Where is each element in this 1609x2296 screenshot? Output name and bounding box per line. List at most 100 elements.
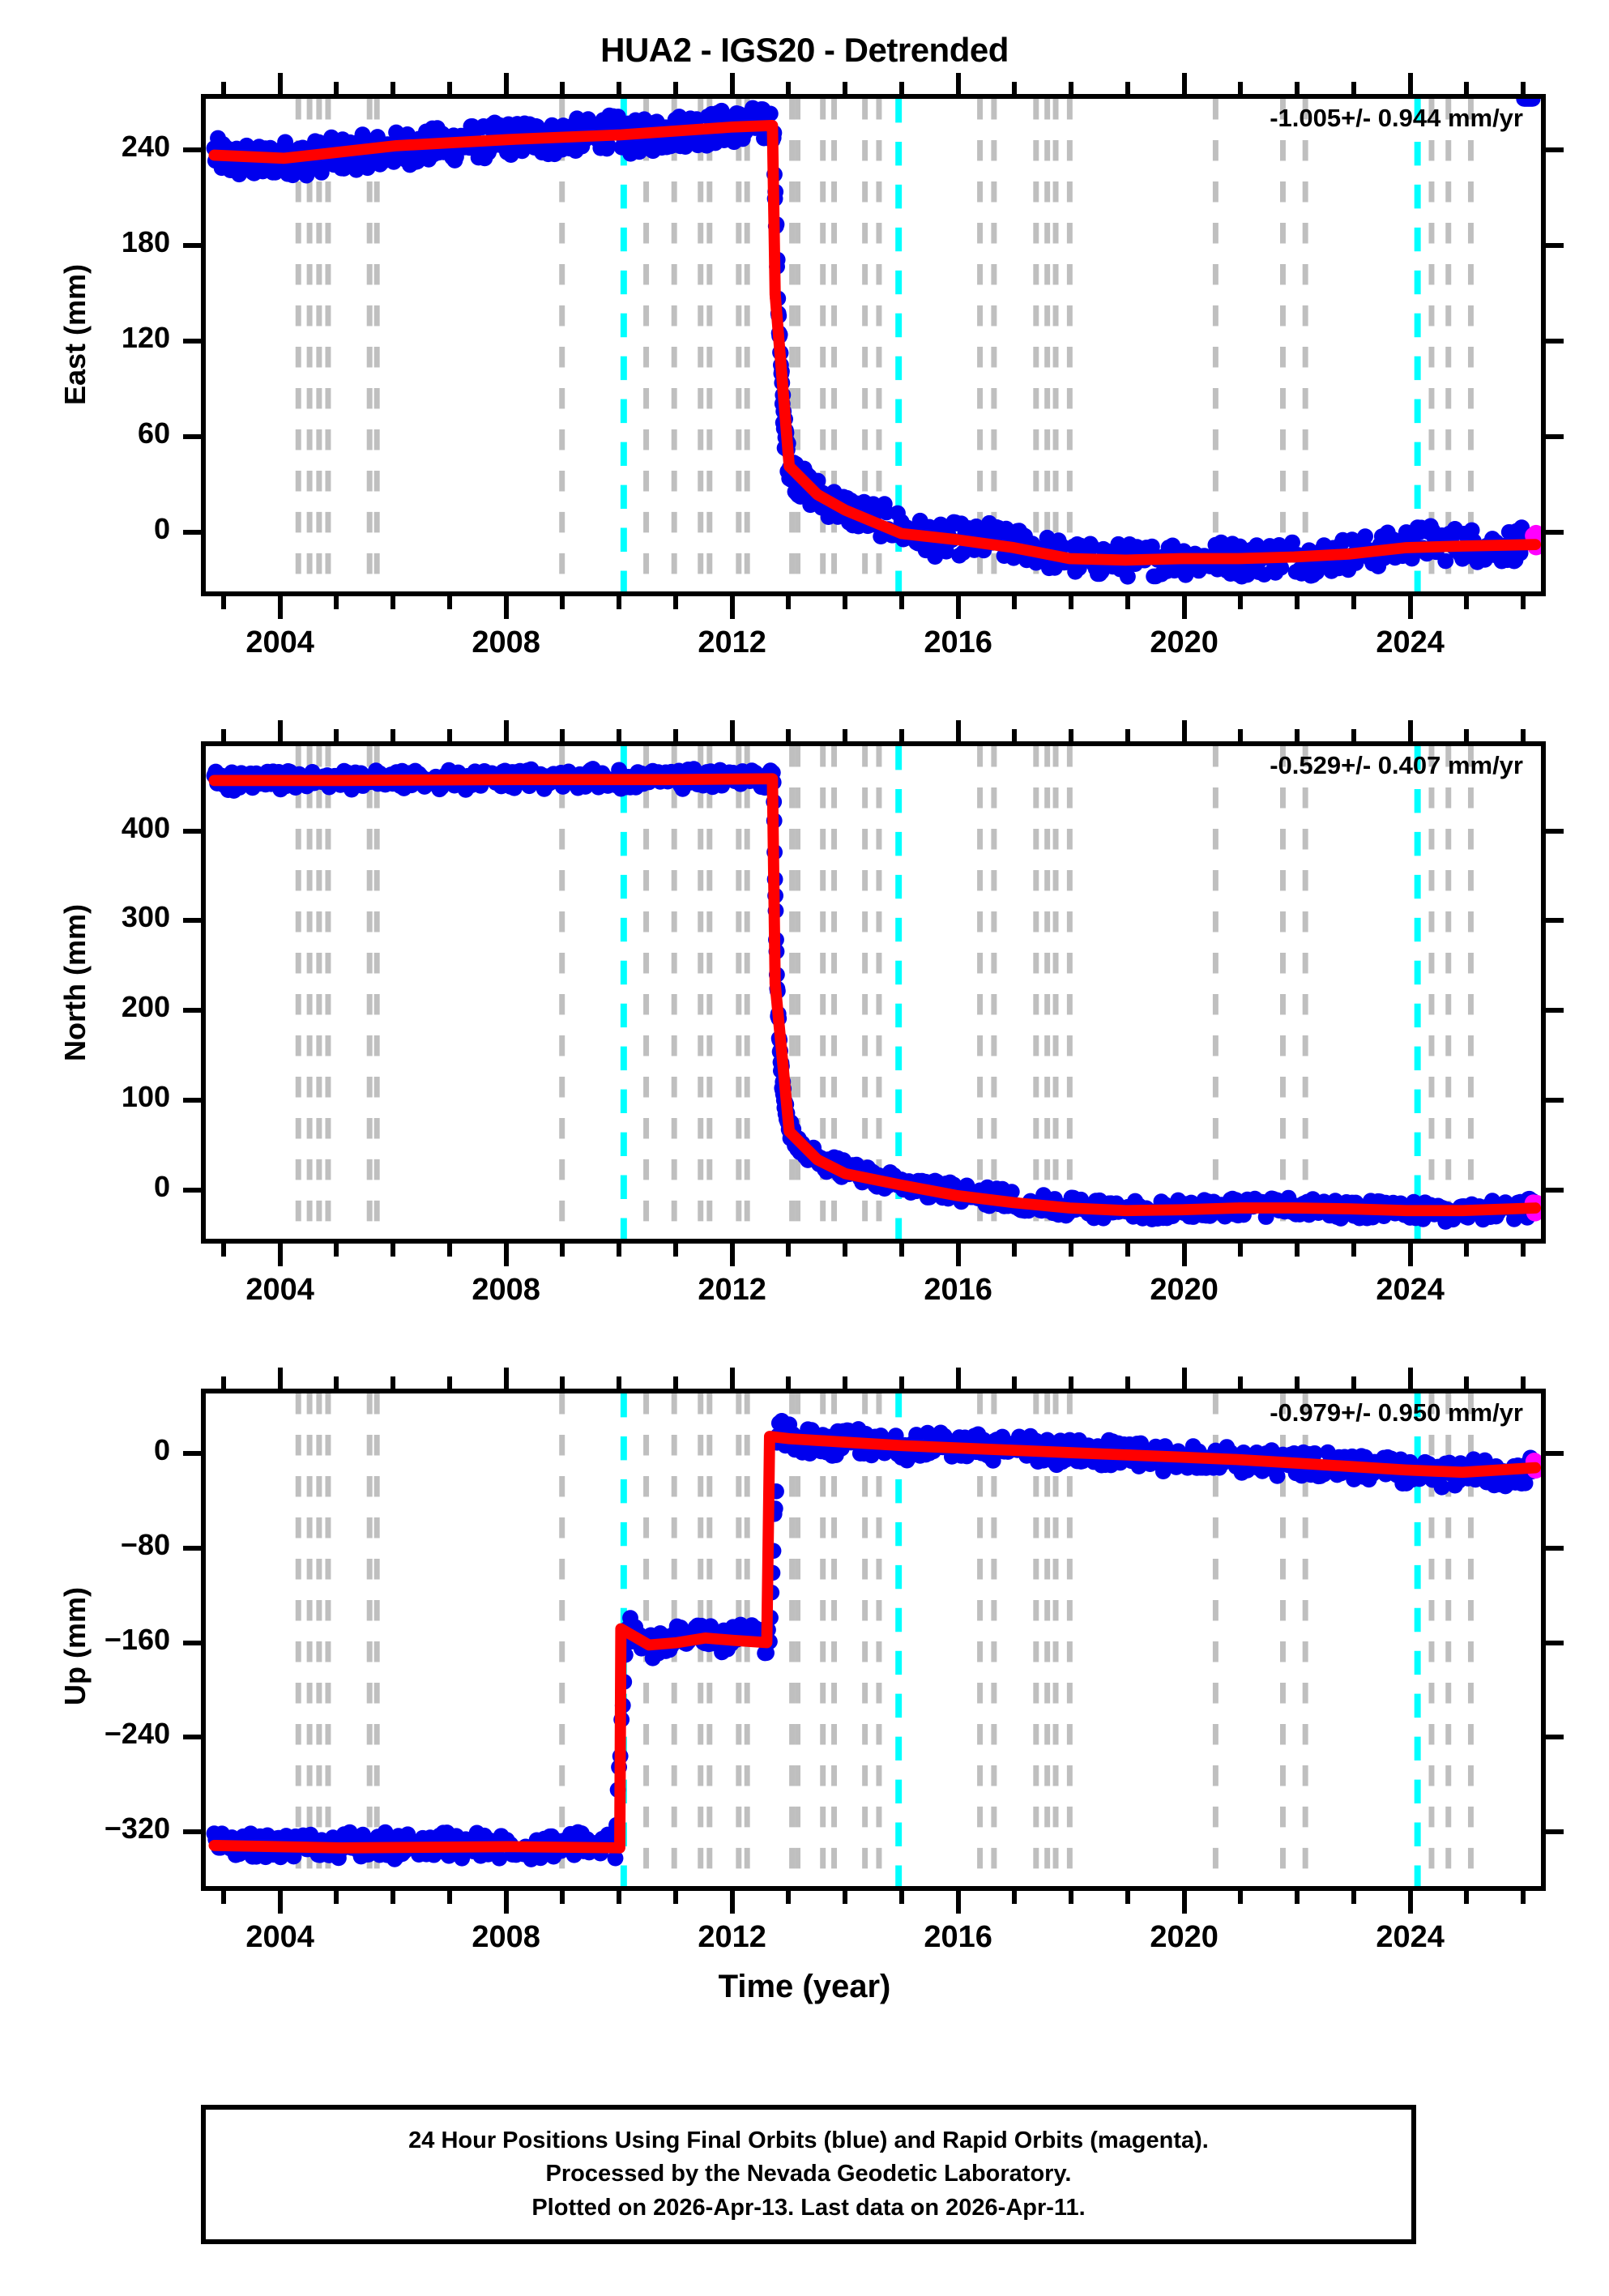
y-tick-mark-right — [1546, 828, 1564, 834]
x-tick-mark-top — [503, 1368, 509, 1389]
x-tick-mark-minor — [1351, 1891, 1356, 1904]
x-tick-mark-top — [843, 1376, 848, 1389]
x-tick-mark-top — [729, 1368, 735, 1389]
y-tick-mark-right — [1546, 1187, 1564, 1193]
y-tick-label: 60 — [137, 416, 170, 450]
x-tick-label: 2024 — [1376, 1920, 1445, 1954]
x-tick-mark-top — [617, 1376, 622, 1389]
x-tick-mark-top — [1295, 729, 1300, 741]
y-tick-mark-right — [1546, 918, 1564, 924]
y-tick-mark — [183, 242, 201, 248]
x-tick-mark-major — [729, 1891, 735, 1914]
x-tick-mark-minor — [220, 1891, 226, 1904]
x-tick-mark-major — [277, 1244, 283, 1266]
x-tick-mark-top — [1407, 720, 1413, 741]
rate-annotation-north: -0.529+/- 0.407 mm/yr — [1270, 751, 1523, 779]
x-tick-mark-top — [334, 729, 339, 741]
x-tick-mark-major — [955, 596, 961, 619]
x-tick-mark-minor — [617, 1891, 622, 1904]
x-tick-mark-major — [503, 1891, 509, 1914]
x-tick-mark-major — [1181, 596, 1187, 619]
x-tick-mark-minor — [446, 1891, 452, 1904]
x-tick-mark-minor — [1521, 1891, 1526, 1904]
y-tick-label: 0 — [153, 1169, 170, 1203]
y-tick-mark-right — [1546, 530, 1564, 536]
x-tick-mark-top — [1012, 729, 1018, 741]
x-tick-mark-top — [898, 82, 904, 94]
y-tick-label: −240 — [104, 1717, 170, 1751]
x-tick-label: 2020 — [1150, 625, 1218, 659]
plot-area-up[interactable] — [201, 1389, 1546, 1891]
x-tick-mark-minor — [446, 596, 452, 609]
x-tick-label: 2008 — [472, 1920, 540, 1954]
x-tick-mark-minor — [1069, 1891, 1074, 1904]
x-tick-mark-top — [786, 1376, 792, 1389]
x-tick-mark-top — [1125, 1376, 1130, 1389]
x-tick-mark-top — [1012, 1376, 1018, 1389]
y-tick-mark-right — [1546, 147, 1564, 152]
x-tick-mark-top — [220, 1376, 226, 1389]
x-tick-label: 2004 — [245, 625, 314, 659]
y-tick-label: 300 — [121, 900, 170, 934]
x-tick-mark-minor — [617, 1244, 622, 1257]
page-title: HUA2 - IGS20 - Detrended — [600, 31, 1009, 69]
x-tick-mark-minor — [898, 1891, 904, 1904]
x-tick-label: 2012 — [698, 1920, 766, 1954]
x-tick-mark-top — [843, 729, 848, 741]
x-tick-mark-minor — [843, 1244, 848, 1257]
x-tick-mark-top — [1464, 82, 1470, 94]
x-tick-mark-top — [672, 729, 678, 741]
x-tick-mark-minor — [672, 1891, 678, 1904]
x-tick-mark-minor — [1464, 1891, 1470, 1904]
x-tick-mark-top — [1351, 1376, 1356, 1389]
x-tick-mark-top — [955, 720, 961, 741]
x-tick-mark-major — [955, 1891, 961, 1914]
x-tick-mark-minor — [672, 1244, 678, 1257]
x-tick-mark-top — [1464, 729, 1470, 741]
x-tick-mark-top — [391, 82, 396, 94]
x-tick-mark-top — [1012, 82, 1018, 94]
y-tick-label: −160 — [104, 1622, 170, 1656]
y-tick-label: 100 — [121, 1079, 170, 1113]
x-tick-mark-minor — [898, 596, 904, 609]
x-tick-mark-major — [1181, 1244, 1187, 1266]
x-tick-mark-minor — [1238, 596, 1244, 609]
x-tick-label: 2020 — [1150, 1273, 1218, 1307]
plot-canvas-east — [206, 99, 1541, 591]
x-tick-mark-minor — [391, 596, 396, 609]
x-tick-label: 2012 — [698, 1273, 766, 1307]
y-tick-label: −80 — [120, 1527, 170, 1561]
y-tick-mark-right — [1546, 1451, 1564, 1457]
x-tick-mark-top — [672, 1376, 678, 1389]
x-tick-mark-top — [1521, 729, 1526, 741]
x-tick-mark-minor — [1521, 596, 1526, 609]
x-tick-mark-minor — [1069, 596, 1074, 609]
x-tick-label: 2020 — [1150, 1920, 1218, 1954]
y-tick-label: 240 — [121, 129, 170, 163]
plot-canvas-up — [206, 1393, 1541, 1886]
plot-area-east[interactable] — [201, 94, 1546, 596]
x-tick-mark-minor — [786, 596, 792, 609]
x-tick-mark-top — [1069, 729, 1074, 741]
x-tick-mark-minor — [220, 1244, 226, 1257]
x-tick-mark-top — [955, 1368, 961, 1389]
x-tick-mark-top — [1295, 1376, 1300, 1389]
x-tick-mark-major — [277, 596, 283, 619]
x-tick-mark-minor — [786, 1244, 792, 1257]
plot-area-north[interactable] — [201, 741, 1546, 1244]
x-tick-mark-top — [672, 82, 678, 94]
y-tick-mark-right — [1546, 339, 1564, 344]
x-tick-mark-minor — [1351, 596, 1356, 609]
x-tick-mark-top — [617, 82, 622, 94]
x-tick-mark-minor — [1238, 1891, 1244, 1904]
x-tick-label: 2008 — [472, 625, 540, 659]
x-tick-mark-major — [1407, 1244, 1413, 1266]
x-tick-mark-top — [391, 1376, 396, 1389]
x-tick-mark-minor — [391, 1891, 396, 1904]
x-tick-mark-top — [1351, 82, 1356, 94]
y-tick-mark-right — [1546, 1735, 1564, 1740]
x-tick-mark-major — [729, 1244, 735, 1266]
y-tick-label: −320 — [104, 1812, 170, 1846]
x-tick-label: 2024 — [1376, 625, 1445, 659]
